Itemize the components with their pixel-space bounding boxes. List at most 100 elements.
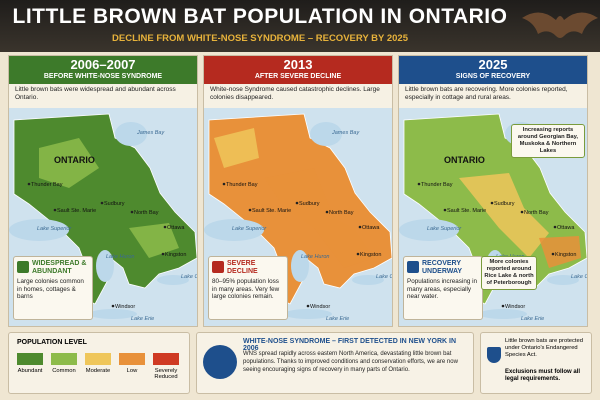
lake — [291, 250, 309, 282]
map-label: Lake Ontario — [376, 274, 393, 280]
panel-year: 2013 — [283, 57, 313, 72]
protection-note: Little brown bats are protected under On… — [480, 332, 592, 394]
legend-swatch — [85, 353, 111, 365]
city-dot — [222, 182, 226, 186]
map-label: North Bay — [329, 210, 354, 216]
legend-label: Common — [52, 368, 76, 374]
map-label: Lake Ontario — [181, 274, 198, 280]
wns-note: WHITE-NOSE SYNDROME – FIRST DETECTED IN … — [196, 332, 474, 394]
map-label: Thunder Bay — [31, 182, 63, 188]
map-label: Sudbury — [104, 201, 125, 207]
status-title: WIDESPREAD & ABUNDANT — [32, 260, 87, 275]
lake — [284, 309, 332, 319]
region — [264, 168, 374, 268]
map-label: Ottawa — [557, 225, 575, 231]
region — [39, 138, 99, 188]
map-label: ONTARIO — [444, 155, 485, 165]
map-label: North Bay — [524, 210, 549, 216]
protection-text: Little brown bats are protected under On… — [505, 338, 583, 358]
lake — [204, 219, 264, 241]
city-dot — [295, 201, 299, 205]
legend-label: Severely Reduced — [154, 368, 178, 380]
map: James Bay Thunder Bay Sault Ste. Marie Sudb… — [204, 108, 393, 326]
callout: More colonies reported around Rice Lake … — [481, 256, 537, 290]
map-label: Ottawa — [362, 225, 380, 231]
panel-year: 2006–2007 — [70, 57, 136, 72]
lake — [352, 275, 384, 285]
city-dot — [163, 225, 167, 229]
city-dot — [53, 208, 57, 212]
title: LITTLE BROWN BAT POPULATION IN ONTARIO — [12, 5, 508, 28]
city-dot — [161, 252, 165, 256]
map-label: Lake Superior — [427, 226, 462, 232]
legend-label: Moderate — [85, 368, 111, 374]
city-dot — [248, 208, 252, 212]
city-dot — [306, 304, 310, 308]
city-dot — [553, 225, 557, 229]
panel-header: 2006–2007 BEFORE WHITE-NOSE SYNDROME — [9, 56, 197, 84]
lake — [399, 219, 459, 241]
map-label: Windsor — [115, 304, 135, 310]
map: ONTARIO James Bay Thunder Bay Sault Ste. Ma… — [9, 108, 198, 326]
region — [129, 223, 179, 258]
city-dot — [490, 201, 494, 205]
status-text: Populations increasing in many areas, es… — [407, 278, 478, 300]
lake — [115, 122, 147, 146]
city-dot — [417, 182, 421, 186]
region — [459, 173, 549, 258]
status-box: SEVERE DECLINE 80–95% population loss in … — [208, 256, 288, 320]
map-label: James Bay — [136, 130, 165, 136]
callout: Increasing reports around Georgian Bay, … — [511, 124, 585, 158]
shield-icon — [487, 347, 501, 363]
protection-emphasis: Exclusions must follow all legal require… — [505, 369, 581, 382]
map-label: Lake Superior — [232, 226, 267, 232]
map-label: Kingston — [165, 252, 186, 258]
wns-text: WNS spread rapidly across eastern North … — [243, 351, 458, 373]
lake — [310, 122, 342, 146]
panel: 2013 AFTER SEVERE DECLINE White-nose Syndr… — [203, 55, 393, 327]
panel-header: 2013 AFTER SEVERE DECLINE — [204, 56, 392, 84]
wns-title: WHITE-NOSE SYNDROME – FIRST DETECTED IN … — [243, 338, 456, 352]
lake — [157, 275, 189, 285]
bat-shape — [522, 12, 598, 38]
city-dot — [520, 210, 524, 214]
map-label: Lake Huron — [106, 254, 134, 260]
status-title: RECOVERY UNDERWAY — [422, 260, 463, 275]
panel-description: White-nose Syndrome caused catastrophic … — [210, 86, 380, 101]
city-dot — [100, 201, 104, 205]
map-label: Windsor — [505, 304, 525, 310]
header — [0, 0, 600, 52]
city-dot — [130, 210, 134, 214]
map-label: Lake Erie — [131, 316, 154, 322]
legend-swatch — [119, 353, 145, 365]
bat-illustration — [522, 12, 598, 38]
legend-label: Abundant — [17, 368, 43, 374]
lake — [479, 309, 527, 319]
map-label: Sault Ste. Marie — [57, 208, 96, 214]
map-label: ONTARIO — [54, 155, 95, 165]
map-label: Lake Huron — [301, 254, 329, 260]
map-label: Sault Ste. Marie — [252, 208, 291, 214]
map-label: Kingston — [555, 252, 576, 258]
city-dot — [551, 252, 555, 256]
city-dot — [443, 208, 447, 212]
panel-heading: BEFORE WHITE-NOSE SYNDROME — [43, 73, 163, 80]
map-label: Lake Superior — [37, 226, 72, 232]
panel: 2025 SIGNS OF RECOVERY Little brown bats a… — [398, 55, 588, 327]
map-label: Thunder Bay — [421, 182, 453, 188]
city-dot — [27, 182, 31, 186]
status-icon — [407, 261, 419, 273]
lake — [89, 309, 137, 319]
map-label: Windsor — [310, 304, 330, 310]
status-icon — [212, 261, 224, 273]
panel-description: Little brown bats were widespread and ab… — [15, 86, 176, 101]
map-label: Kingston — [360, 252, 381, 258]
map-label: Sudbury — [494, 201, 515, 207]
bat-icon — [203, 345, 237, 379]
lake — [9, 219, 69, 241]
status-box: WIDESPREAD & ABUNDANT Large colonies comm… — [13, 256, 93, 320]
region — [539, 236, 581, 268]
map-label: Ottawa — [167, 225, 185, 231]
map-label: Thunder Bay — [226, 182, 258, 188]
